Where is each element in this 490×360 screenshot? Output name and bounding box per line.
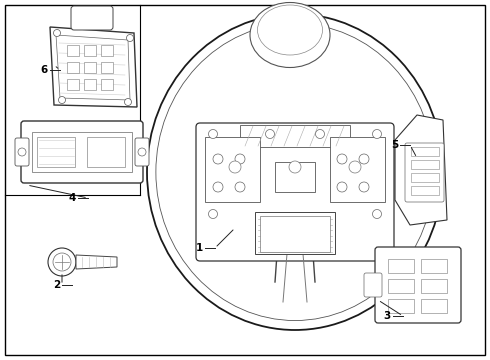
Text: 3: 3 (384, 311, 391, 321)
Text: 1: 1 (196, 243, 203, 253)
FancyBboxPatch shape (135, 138, 149, 166)
Bar (411, 173, 439, 182)
Ellipse shape (349, 161, 361, 173)
Polygon shape (395, 115, 447, 225)
Bar (388, 299, 414, 313)
Bar (67, 45, 79, 56)
Ellipse shape (372, 130, 382, 139)
Bar (101, 79, 113, 90)
Ellipse shape (58, 96, 66, 104)
Ellipse shape (229, 161, 241, 173)
FancyBboxPatch shape (375, 247, 461, 323)
Bar (255, 212, 335, 254)
FancyBboxPatch shape (364, 273, 382, 297)
Ellipse shape (359, 154, 369, 164)
Text: 6: 6 (41, 65, 48, 75)
Bar (87, 137, 125, 167)
Bar (330, 137, 385, 202)
Bar (37, 137, 75, 167)
Ellipse shape (316, 130, 324, 139)
Ellipse shape (53, 253, 71, 271)
Ellipse shape (18, 148, 26, 156)
Bar (388, 259, 414, 273)
Bar (84, 45, 96, 56)
Ellipse shape (359, 182, 369, 192)
Ellipse shape (266, 130, 274, 139)
Bar (411, 160, 439, 169)
Bar (421, 299, 447, 313)
Ellipse shape (213, 182, 223, 192)
Ellipse shape (209, 130, 218, 139)
Polygon shape (56, 35, 130, 100)
Ellipse shape (147, 14, 443, 330)
Ellipse shape (124, 99, 131, 105)
Ellipse shape (209, 210, 218, 219)
Polygon shape (50, 27, 137, 107)
FancyBboxPatch shape (71, 6, 113, 30)
Bar (411, 186, 439, 195)
Bar (275, 162, 315, 192)
Text: 5: 5 (391, 140, 398, 150)
Bar (101, 62, 113, 73)
Bar (421, 259, 447, 273)
Ellipse shape (250, 3, 330, 68)
Ellipse shape (213, 154, 223, 164)
Bar (32, 132, 132, 172)
Ellipse shape (372, 210, 382, 219)
Text: 2: 2 (53, 280, 60, 290)
Ellipse shape (138, 148, 146, 156)
Bar (260, 216, 330, 252)
Ellipse shape (337, 154, 347, 164)
Ellipse shape (48, 248, 76, 276)
Ellipse shape (156, 23, 434, 320)
Bar (84, 79, 96, 90)
Bar (67, 79, 79, 90)
FancyBboxPatch shape (21, 121, 143, 183)
Bar (388, 279, 414, 293)
Ellipse shape (235, 182, 245, 192)
Ellipse shape (126, 35, 133, 41)
Bar (240, 125, 350, 147)
Bar (84, 62, 96, 73)
Bar (205, 137, 260, 202)
Ellipse shape (53, 30, 60, 36)
FancyBboxPatch shape (196, 123, 394, 261)
Bar (101, 45, 113, 56)
Polygon shape (76, 255, 117, 269)
Ellipse shape (337, 182, 347, 192)
Ellipse shape (235, 154, 245, 164)
Bar (411, 147, 439, 156)
Bar (67, 62, 79, 73)
Bar (421, 279, 447, 293)
FancyBboxPatch shape (15, 138, 29, 166)
Ellipse shape (289, 161, 301, 173)
Ellipse shape (258, 5, 322, 55)
FancyBboxPatch shape (405, 143, 444, 202)
Text: 4: 4 (69, 193, 76, 203)
